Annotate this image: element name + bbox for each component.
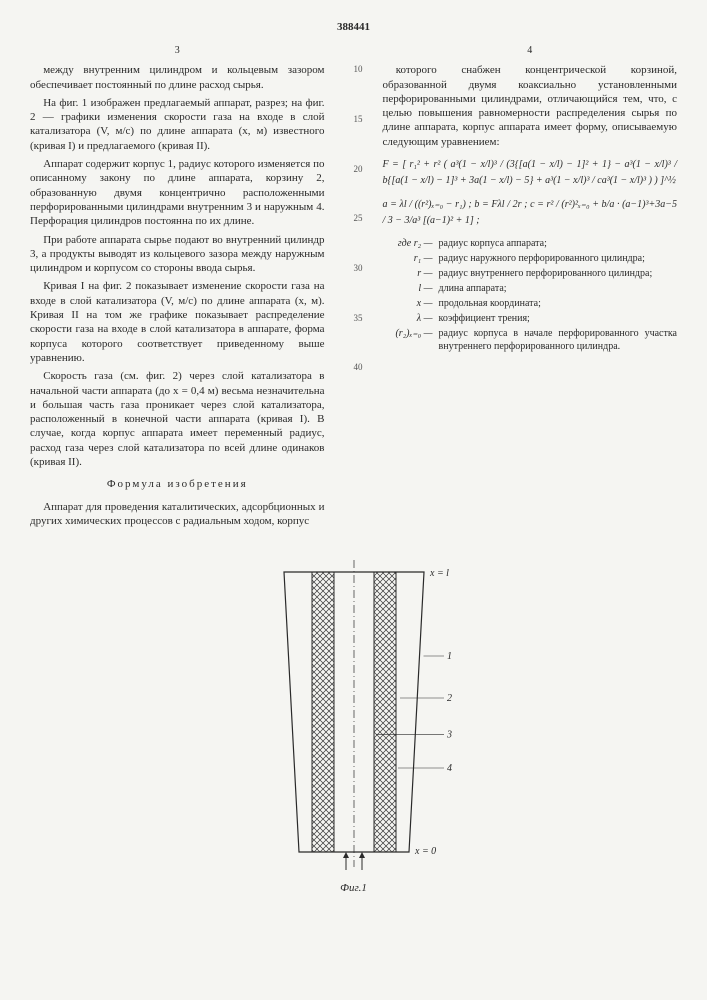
where-row: где r₂ —радиус корпуса аппарата; bbox=[383, 237, 678, 250]
where-symbol: где r₂ — bbox=[383, 237, 439, 250]
where-row: x —продольная координата; bbox=[383, 297, 678, 310]
body-para: Аппарат содержит корпус 1, радиус которо… bbox=[30, 157, 325, 228]
line-number: 25 bbox=[345, 213, 363, 225]
svg-text:2: 2 bbox=[447, 693, 452, 704]
where-def: продольная координата; bbox=[439, 297, 678, 310]
body-para: При работе аппарата сырье подают во внут… bbox=[30, 233, 325, 276]
svg-text:x = l: x = l bbox=[429, 568, 449, 579]
figure-svg: x = l x = 0 1 2 3 4 bbox=[224, 552, 484, 872]
where-def: радиус наружного перфорированного цилинд… bbox=[439, 252, 678, 265]
where-symbol: l — bbox=[383, 282, 439, 295]
figure-1: x = l x = 0 1 2 3 4 Фиг.1 bbox=[30, 552, 677, 895]
figure-caption: Фиг.1 bbox=[30, 881, 677, 895]
svg-text:x = 0: x = 0 bbox=[414, 846, 436, 857]
where-symbol: r₁ — bbox=[383, 252, 439, 265]
svg-text:4: 4 bbox=[447, 763, 452, 774]
where-symbol: λ — bbox=[383, 312, 439, 325]
aux-equation: a = λl / ((r²)ₓ₌₀ − r₁) ; b = Fλl / 2r ;… bbox=[383, 197, 678, 229]
svg-text:3: 3 bbox=[446, 730, 452, 741]
two-column-layout: 3 между внутренним цилиндром и кольцевым… bbox=[30, 44, 677, 532]
body-para: между внутренним цилиндром и кольцевым з… bbox=[30, 63, 325, 92]
line-number: 15 bbox=[345, 114, 363, 126]
formula-heading: Формула изобретения bbox=[30, 477, 325, 491]
where-def: длина аппарата; bbox=[439, 282, 678, 295]
where-definitions: где r₂ —радиус корпуса аппарата; r₁ —рад… bbox=[383, 237, 678, 353]
where-row: λ —коэффициент трения; bbox=[383, 312, 678, 325]
where-def: радиус внутреннего перфорированного цили… bbox=[439, 267, 678, 280]
line-number: 40 bbox=[345, 362, 363, 374]
line-number-gutter: 10 15 20 25 30 35 40 bbox=[345, 44, 363, 532]
patent-number: 388441 bbox=[30, 20, 677, 34]
right-lead-para: которого снабжен концентрической корзино… bbox=[383, 63, 678, 149]
svg-text:1: 1 bbox=[447, 651, 452, 662]
right-column: 4 которого снабжен концентрической корзи… bbox=[383, 44, 678, 532]
line-number: 30 bbox=[345, 263, 363, 275]
main-equation: F = [ r₁² + r² ( a³(1 − x/l)³ / (3{[a(1 … bbox=[383, 157, 678, 189]
line-number: 35 bbox=[345, 313, 363, 325]
right-col-number: 4 bbox=[383, 44, 678, 57]
body-para: Кривая I на фиг. 2 показывает изменение … bbox=[30, 279, 325, 365]
formula-text: Аппарат для проведения каталитических, а… bbox=[30, 500, 325, 529]
where-symbol: x — bbox=[383, 297, 439, 310]
where-row: l —длина аппарата; bbox=[383, 282, 678, 295]
where-def: радиус корпуса аппарата; bbox=[439, 237, 678, 250]
line-number: 10 bbox=[345, 64, 363, 76]
body-para: На фиг. 1 изображен предлагаемый аппарат… bbox=[30, 96, 325, 153]
where-row: r₁ —радиус наружного перфорированного ци… bbox=[383, 252, 678, 265]
left-column: 3 между внутренним цилиндром и кольцевым… bbox=[30, 44, 325, 532]
body-para: Скорость газа (см. фиг. 2) через слой ка… bbox=[30, 369, 325, 469]
left-col-number: 3 bbox=[30, 44, 325, 57]
where-row: r —радиус внутреннего перфорированного ц… bbox=[383, 267, 678, 280]
where-row: (r₂)ₓ₌₀ —радиус корпуса в начале перфори… bbox=[383, 327, 678, 353]
where-def: коэффициент трения; bbox=[439, 312, 678, 325]
line-number: 20 bbox=[345, 164, 363, 176]
where-symbol: (r₂)ₓ₌₀ — bbox=[383, 327, 439, 353]
where-symbol: r — bbox=[383, 267, 439, 280]
where-def: радиус корпуса в начале перфорированного… bbox=[439, 327, 678, 353]
